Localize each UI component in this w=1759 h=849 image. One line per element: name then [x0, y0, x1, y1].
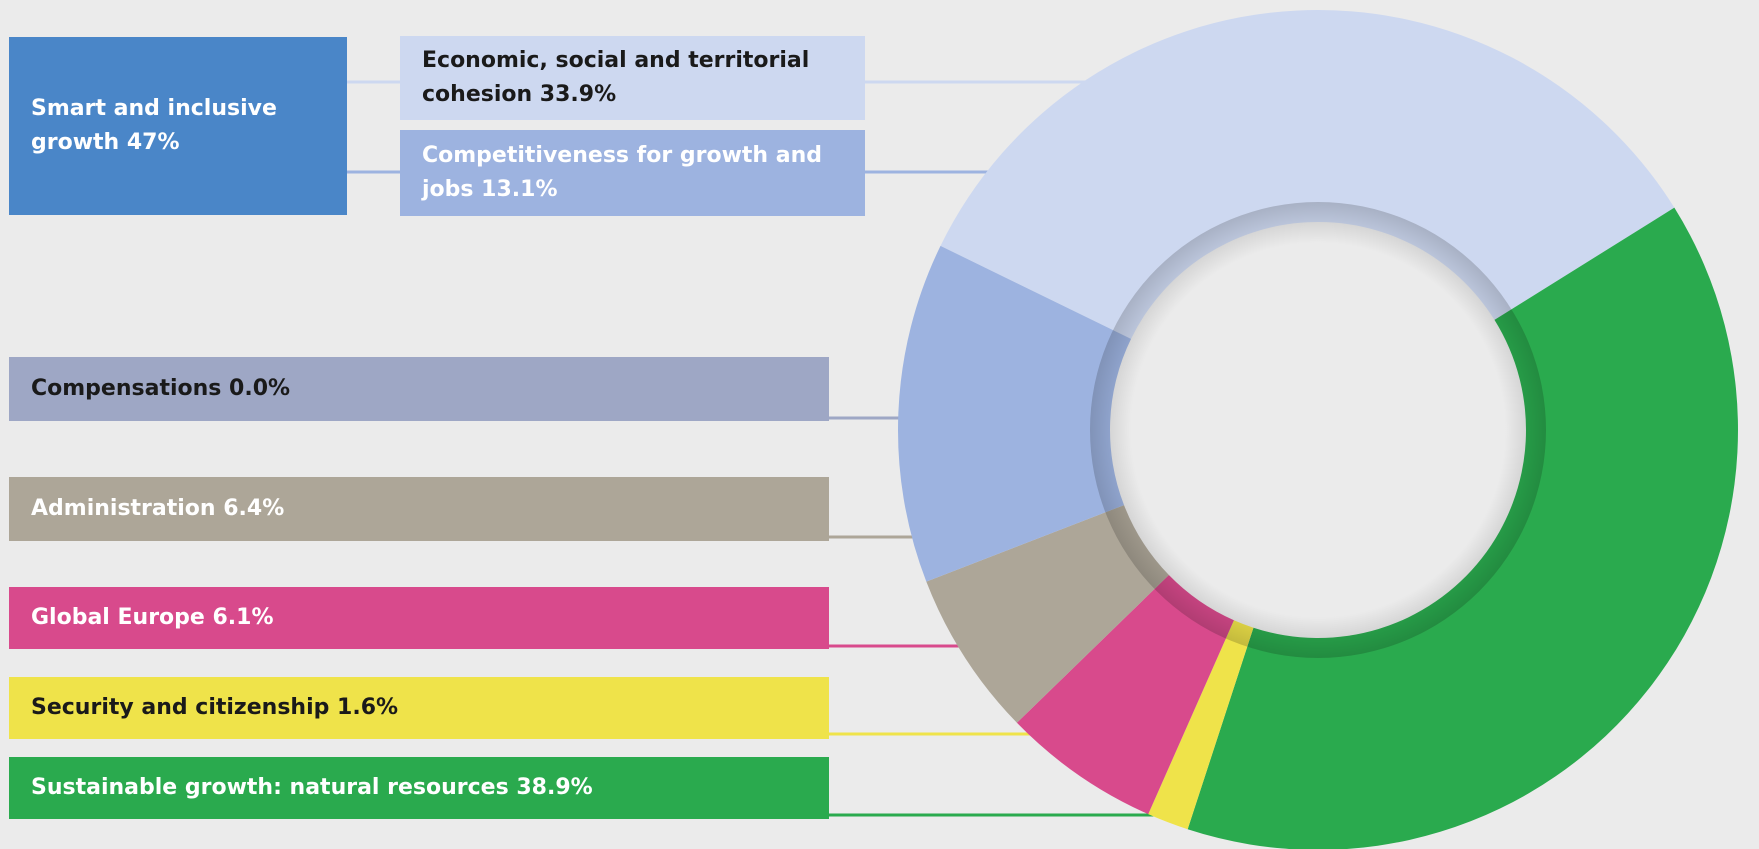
slice-sustainable	[1187, 207, 1739, 849]
label-administration: Administration 6.4%	[9, 477, 829, 541]
label-smart-inclusive-growth: Smart and inclusive growth 47%	[9, 37, 347, 215]
slice-cohesion	[940, 10, 1675, 339]
slice-global-europe	[1016, 575, 1234, 815]
donut-hole	[1090, 202, 1546, 658]
label-global-europe: Global Europe 6.1%	[9, 587, 829, 649]
label-economic-social-territorial-cohesion: Economic, social and territorial cohesio…	[400, 36, 865, 120]
label-sustainable-growth: Sustainable growth: natural resources 38…	[9, 757, 829, 819]
slice-competitiveness	[898, 245, 1132, 582]
slice-security	[1148, 620, 1254, 830]
label-security-citizenship: Security and citizenship 1.6%	[9, 677, 829, 739]
donut-slices	[898, 10, 1739, 849]
slice-administration	[926, 505, 1169, 723]
label-competitiveness-growth-jobs: Competitiveness for growth and jobs 13.1…	[400, 130, 865, 216]
label-compensations: Compensations 0.0%	[9, 357, 829, 421]
